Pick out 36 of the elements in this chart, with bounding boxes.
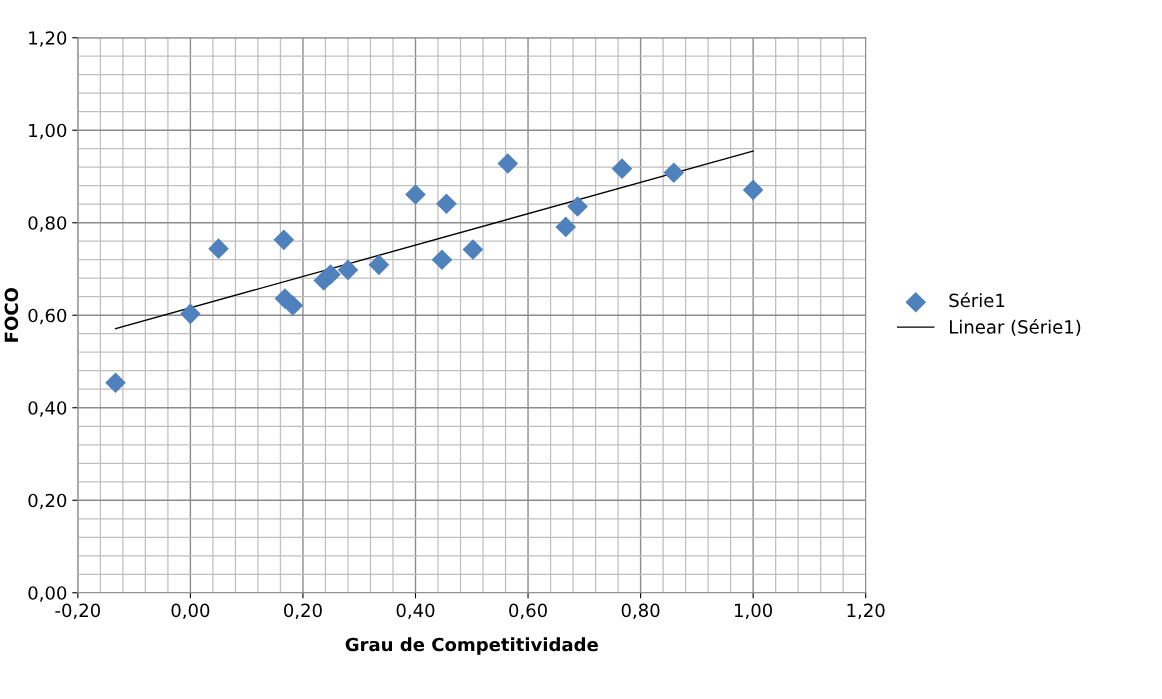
point [663, 162, 685, 184]
point [105, 372, 126, 394]
y-tick-label: 1,20 [29, 31, 67, 47]
x-tick-label: 0,00 [171, 603, 210, 619]
point [742, 179, 764, 201]
point [497, 153, 519, 174]
x-axis-title: Grau de Competitividade [345, 637, 598, 655]
x-tick-label: 0,40 [396, 603, 435, 619]
y-tick-label: 0,40 [28, 401, 67, 417]
point [368, 254, 390, 276]
point [567, 196, 588, 217]
x-tick-label: 0,80 [621, 603, 660, 619]
y-tick-label: 0,00 [28, 586, 67, 602]
y-tick-label: 0,80 [28, 216, 67, 232]
legend-label: Série1 [949, 292, 1005, 308]
point [555, 216, 577, 238]
x-tick-label: -0,20 [55, 603, 101, 619]
point [431, 249, 453, 271]
y-axis-title: FOCO [4, 288, 19, 342]
x-tick-label: 1,00 [735, 603, 773, 619]
point [337, 259, 359, 281]
point [611, 158, 633, 179]
point [180, 303, 201, 325]
x-tick-label: 1,20 [847, 603, 885, 619]
point [273, 229, 295, 251]
legend-label: Linear (Série1) [950, 319, 1081, 336]
point [208, 238, 229, 259]
y-tick-label: 0,60 [28, 308, 67, 325]
x-tick-label: 0,60 [509, 603, 547, 619]
point [282, 295, 304, 316]
y-tick-label: 0,20 [28, 493, 67, 510]
point [462, 239, 484, 260]
point [405, 184, 426, 205]
x-tick-label: 0,20 [284, 603, 322, 619]
y-tick-label: 1,00 [29, 123, 67, 140]
point [436, 193, 457, 215]
